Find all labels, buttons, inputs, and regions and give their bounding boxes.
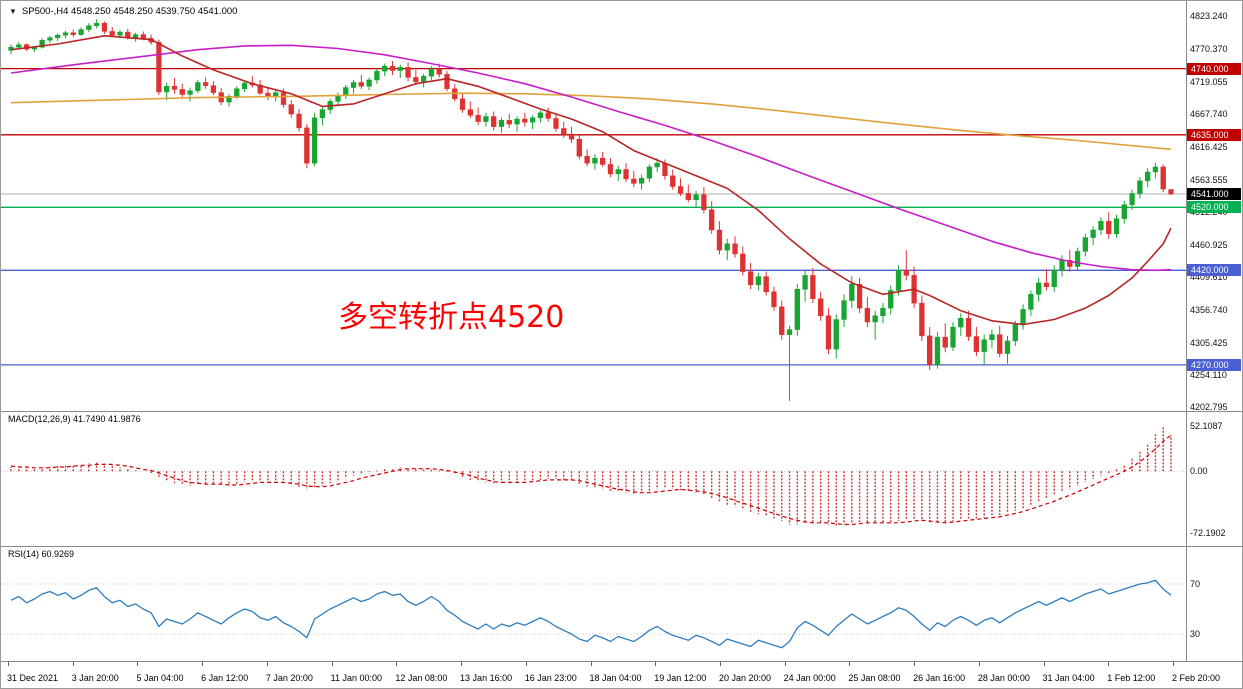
main-chart-pane[interactable] [1,1,1186,411]
chart-title-row: ▼ SP500-,H4 4548.250 4548.250 4539.750 4… [9,6,237,17]
time-tick [1043,662,1045,666]
time-label: 16 Jan 23:00 [524,673,577,683]
time-label: 19 Jan 12:00 [654,673,707,683]
price-axis-border [1186,1,1187,661]
time-tick [525,662,527,666]
price-tick: 4305.425 [1190,337,1228,348]
current-price-tag: 4541.000 [1187,188,1241,201]
time-tick [331,662,333,666]
price-tick: 4823.240 [1190,11,1228,22]
ma-fast-red [10,34,1172,326]
rsi-pane[interactable] [1,546,1186,661]
time-tick [914,662,916,666]
macd-indicator-label: MACD(12,26,9) 41.7490 41.9876 [8,414,141,424]
time-tick [137,662,139,666]
price-tag-4270.000: 4270.000 [1187,358,1241,371]
time-tick [72,662,74,666]
pane-separator[interactable] [1,411,1242,412]
macd-histogram [10,426,1172,526]
price-tick: 4202.795 [1190,402,1228,413]
pane-separator[interactable] [1,546,1242,547]
time-tick [202,662,204,666]
time-tick [1108,662,1110,666]
chart-annotation: 多空转折点4520 [338,300,565,335]
time-label: 28 Jan 00:00 [977,673,1030,683]
time-tick [719,662,721,666]
time-label: 12 Jan 08:00 [395,673,448,683]
macd-signal-line [10,434,1172,526]
price-tick: 4460.925 [1190,239,1228,250]
time-tick [655,662,657,666]
time-tick [590,662,592,666]
time-label: 31 Dec 2021 [7,673,59,683]
time-tick [784,662,786,666]
price-tick: 4409.610 [1190,271,1228,282]
time-tick [978,662,980,666]
price-tick: 4770.370 [1190,44,1228,55]
time-label: 13 Jan 16:00 [460,673,513,683]
rsi-tick: 30 [1190,629,1201,639]
price-tag-4520.000: 4520.000 [1187,201,1241,214]
time-label: 18 Jan 04:00 [589,673,642,683]
time-label: 24 Jan 00:00 [783,673,836,683]
time-label: 6 Jan 12:00 [201,673,249,683]
time-label: 2 Feb 20:00 [1172,673,1221,683]
chart-marker-icon: ▼ [9,6,17,16]
time-tick [1173,662,1174,666]
rsi-tick: 70 [1190,579,1201,589]
time-label: 7 Jan 20:00 [265,673,313,683]
price-tick: 4719.055 [1190,76,1228,87]
price-tag-4635.000: 4635.000 [1187,128,1241,141]
macd-tick: -72.1902 [1190,528,1226,539]
price-tick: 4667.740 [1190,109,1228,120]
price-tick: 4616.425 [1190,141,1228,152]
macd-pane[interactable] [1,411,1186,546]
price-axis[interactable]: 4823.240 4770.370 4719.055 4667.740 4616.425… [1187,1,1242,661]
time-label: 25 Jan 08:00 [848,673,901,683]
time-tick [849,662,851,666]
ma-mid-magenta [10,44,1172,272]
macd-tick: 52.1087 [1190,421,1223,432]
candles [8,19,1174,401]
time-tick [8,662,9,666]
rsi-indicator-label: RSI(14) 60.9269 [8,549,75,559]
time-label: 3 Jan 20:00 [71,673,119,683]
time-tick [461,662,463,666]
time-label: 1 Feb 12:00 [1107,673,1156,683]
time-label: 20 Jan 20:00 [718,673,771,683]
time-label: 26 Jan 16:00 [913,673,966,683]
time-label: 31 Jan 04:00 [1042,673,1095,683]
time-axis[interactable]: 31 Dec 2021 3 Jan 20:00 5 Jan 04:00 6 Jan 1… [1,662,1242,688]
price-tag-4740.000: 4740.000 [1187,62,1241,75]
price-tick: 4356.740 [1190,305,1228,316]
chart-title: SP500-,H4 4548.250 4548.250 4539.750 454… [21,6,238,17]
price-tick: 4563.555 [1190,174,1228,185]
price-tag-4420.000: 4420.000 [1187,264,1241,277]
pane-separator [1,661,1242,662]
rsi-line [10,579,1172,649]
time-label: 5 Jan 04:00 [136,673,184,683]
price-tick: 4254.110 [1190,369,1227,380]
macd-tick: 0.00 [1190,466,1208,477]
time-label: 11 Jan 00:00 [330,673,382,683]
ma-slow-orange [10,92,1172,151]
time-tick [266,662,268,666]
time-tick [396,662,398,666]
